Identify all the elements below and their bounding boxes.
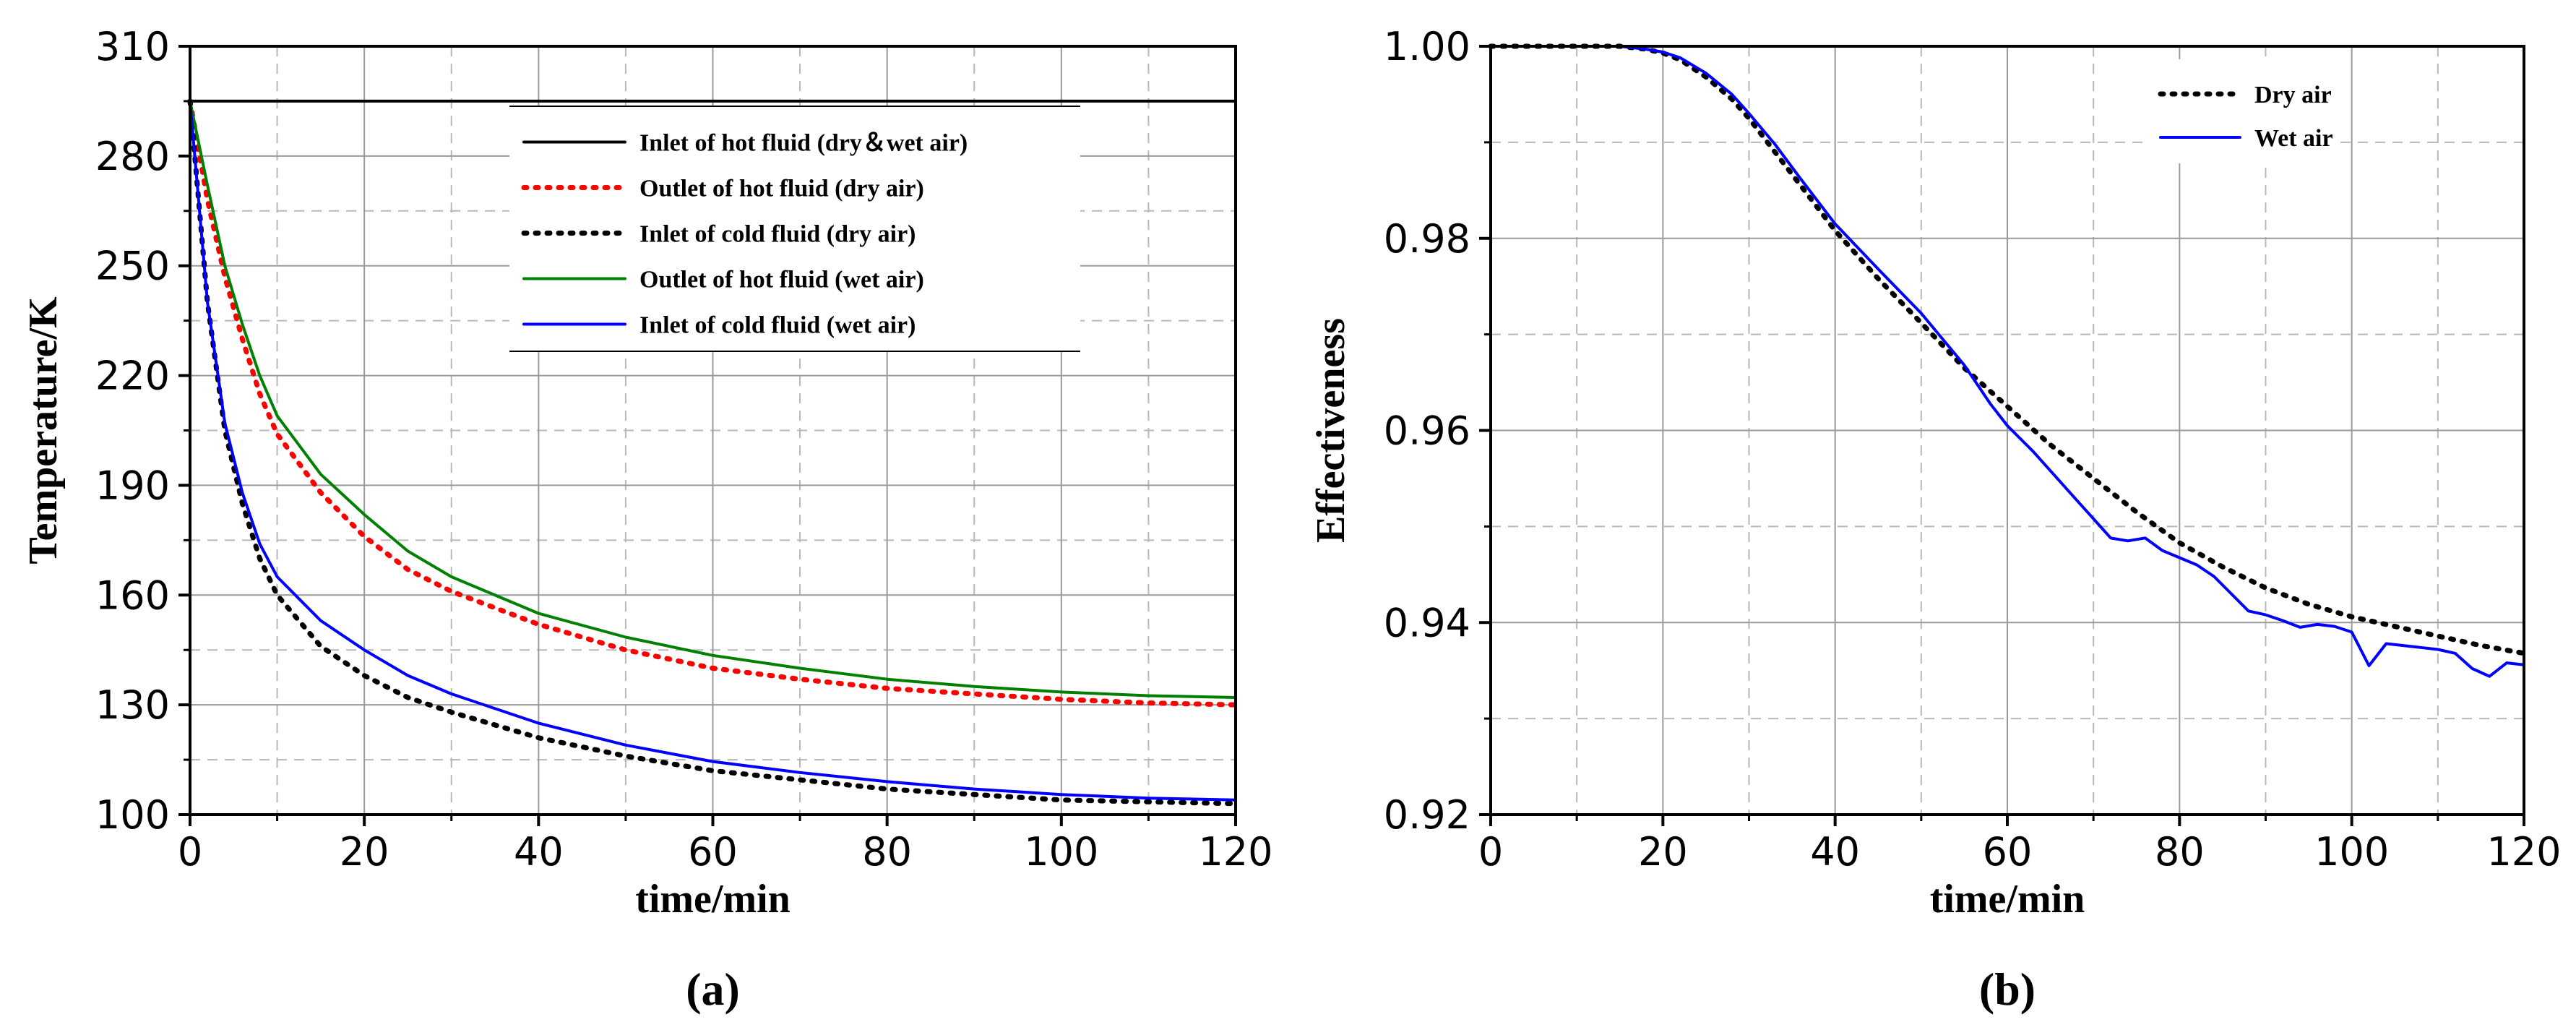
y-tick-label: 100 [95, 792, 170, 838]
series-line-4 [189, 99, 1237, 699]
x-tick-label: 120 [1198, 829, 1272, 875]
legend-background [2146, 59, 2334, 163]
legend-label: Inlet of hot fluid (dry＆wet air) [639, 130, 968, 157]
y-tick-label: 1.00 [1384, 24, 1470, 69]
x-axis-title: time/min [1930, 877, 2085, 922]
legend-label: Wet air [2254, 125, 2333, 152]
series-line-5 [189, 99, 1237, 802]
y-tick-label: 220 [95, 353, 170, 399]
x-tick-label: 20 [1638, 829, 1688, 875]
legend-label: Inlet of cold fluid (dry air) [639, 221, 916, 248]
y-axis-title: Temperature/K [21, 296, 66, 565]
x-tick-label: 0 [1478, 829, 1503, 875]
y-tick-label: 280 [95, 134, 170, 179]
y-tick-label: 250 [95, 244, 170, 289]
x-axis-title: time/min [635, 877, 791, 922]
x-tick-label: 120 [2486, 829, 2561, 875]
series-line-2 [1489, 45, 2525, 678]
y-axis-title: Effectiveness [1309, 318, 1353, 543]
chart-a: 0 20 40 60 80 100 120 100 130 160 190 220 250 280 310 t… [21, 24, 1273, 1015]
legend-label: Outlet of hot fluid (wet air) [639, 267, 924, 293]
x-tick-label: 60 [1983, 829, 2033, 875]
x-tick-label: 20 [340, 829, 389, 875]
y-tick-label: 130 [95, 682, 170, 728]
panel-label: (a) [686, 964, 740, 1015]
x-tick-label: 100 [2314, 829, 2389, 875]
x-tick-label: 0 [178, 829, 202, 875]
legend-background [509, 106, 1080, 351]
legend: Inlet of hot fluid (dry＆wet air) Outlet o… [509, 106, 1080, 352]
series-line-3 [187, 98, 1239, 807]
y-tick-label: 160 [95, 572, 170, 618]
series-line-2 [187, 98, 1239, 708]
y-tick-label: 0.96 [1384, 408, 1470, 454]
x-tick-label: 80 [862, 829, 912, 875]
x-tick-label: 60 [688, 829, 738, 875]
x-tick-label: 100 [1024, 829, 1098, 875]
legend-label: Inlet of cold fluid (wet air) [639, 312, 916, 339]
legend: Dry air Wet air [2146, 59, 2334, 163]
x-tick-label: 80 [2155, 829, 2205, 875]
series-line-1 [1488, 43, 2527, 656]
chart-b: 0 20 40 60 80 100 120 0.92 0.94 0.96 0.98 1.00 time/… [1309, 24, 2562, 1015]
panel-label: (b) [1979, 964, 2036, 1015]
y-tick-label: 0.94 [1384, 600, 1470, 645]
legend-label: Dry air [2254, 82, 2332, 108]
legend-label: Outlet of hot fluid (dry air) [639, 176, 924, 202]
x-tick-label: 40 [514, 829, 564, 875]
x-tick-label: 40 [1810, 829, 1860, 875]
y-tick-label: 0.98 [1384, 216, 1470, 262]
y-tick-label: 0.92 [1384, 792, 1470, 838]
y-tick-label: 190 [95, 463, 170, 508]
y-tick-label: 310 [95, 24, 170, 69]
